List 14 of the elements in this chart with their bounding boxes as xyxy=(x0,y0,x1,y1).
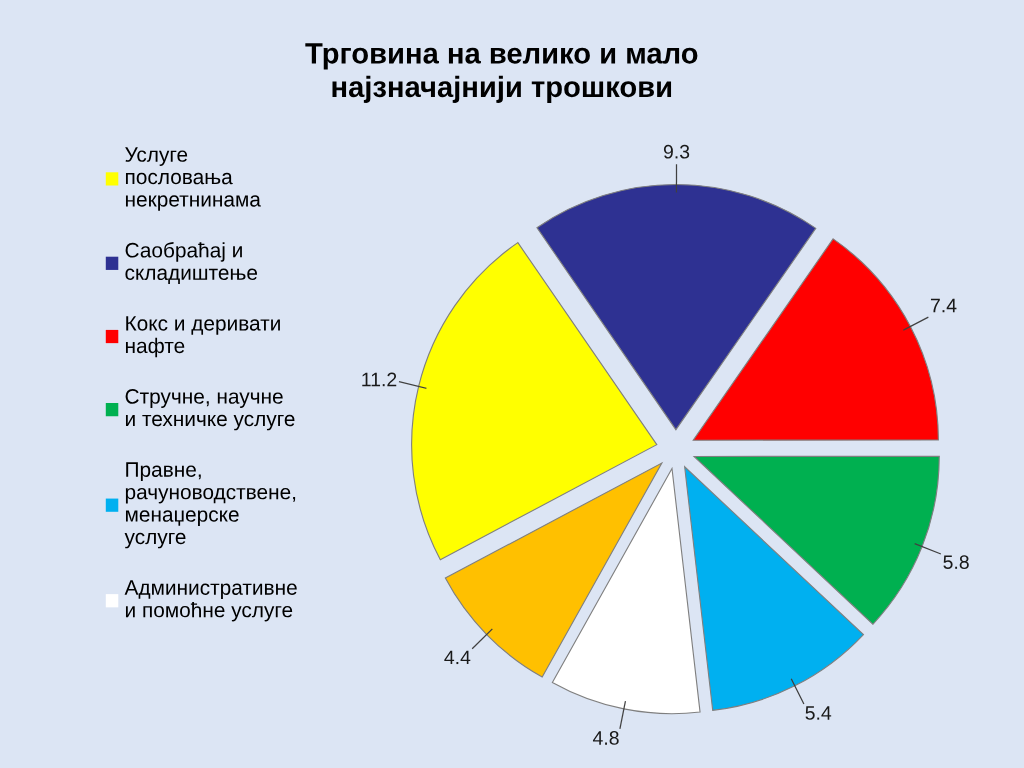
data-label: 11.2 xyxy=(362,372,397,387)
chart-title: Трговина на велико и мало најзначајнији трошкови xyxy=(305,43,698,103)
legend-label: Стручне, научне и техничке услуге xyxy=(125,389,295,431)
data-label: 5.4 xyxy=(805,706,832,720)
legend-label: Саобраћај и складиштење xyxy=(125,242,258,284)
legend-label: Услуге пословања некретнинама xyxy=(125,147,261,211)
data-label: 5.8 xyxy=(943,555,969,569)
data-label: 4.4 xyxy=(444,650,471,665)
legend-label: Правне, рачуноводствене, менаџерске услуге xyxy=(124,462,296,549)
data-label: 7.4 xyxy=(930,298,957,313)
data-label: 9.3 xyxy=(663,144,690,159)
legend-label: Кокс и деривати нафте xyxy=(125,316,280,358)
data-label: 4.8 xyxy=(592,731,619,745)
legend-label: Административне и помоћне услуге xyxy=(124,580,297,622)
